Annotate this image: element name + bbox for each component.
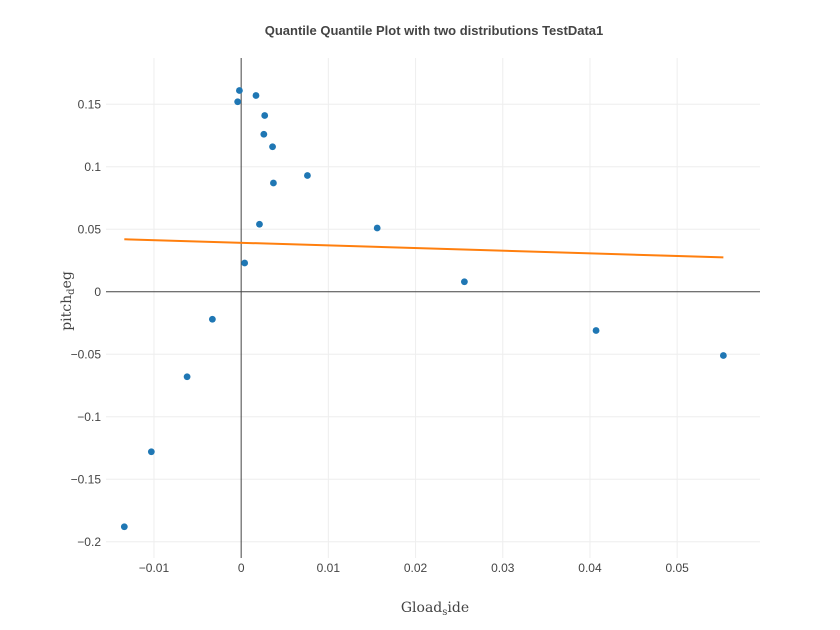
data-point (208, 315, 216, 323)
y-tick-label: 0.15 (78, 97, 102, 111)
y-tick-label: −0.1 (77, 410, 101, 424)
fit-line (124, 238, 724, 259)
tick-labels: −0.01 0 0.01 0.02 0.03 0.04 0.05 0.15 0.1 0.05 0 −0… (71, 97, 690, 575)
data-point (183, 373, 191, 381)
chart-title: Quantile Quantile Plot with two distribu… (265, 23, 604, 38)
data-point (270, 179, 277, 187)
x-tick-label: 0 (238, 561, 245, 575)
y-tick-label: 0.1 (84, 160, 101, 174)
data-point (304, 172, 311, 179)
plot-series (120, 87, 727, 531)
y-tick-label: −0.2 (77, 535, 101, 549)
data-point (147, 448, 155, 456)
y-tick-label: 0.05 (78, 222, 102, 236)
data-point (252, 92, 260, 99)
x-tick-label: 0.05 (665, 561, 689, 575)
data-point (234, 98, 242, 106)
data-point (260, 130, 268, 138)
data-point (261, 112, 269, 119)
y-tick-label: 0 (94, 285, 101, 299)
x-tick-label: 0.01 (317, 561, 341, 575)
data-point (256, 220, 263, 228)
x-tick-label: 0.04 (578, 561, 602, 575)
data-point (236, 87, 243, 94)
data-point (120, 523, 128, 531)
y-tick-label: −0.05 (71, 347, 102, 361)
data-point (373, 224, 381, 232)
data-point (592, 327, 600, 334)
x-axis-title: Gloadside (401, 600, 469, 618)
x-tick-label: 0.03 (491, 561, 515, 575)
data-point (269, 143, 276, 151)
data-point (241, 259, 249, 267)
x-tick-label: 0.02 (404, 561, 428, 575)
y-tick-label: −0.15 (71, 472, 102, 486)
grid-lines (106, 58, 760, 558)
x-tick-label: −0.01 (139, 561, 170, 575)
data-point (460, 278, 468, 286)
data-point (719, 352, 727, 359)
zero-lines (106, 58, 760, 558)
y-axis-title: pitchdeg (59, 271, 77, 331)
